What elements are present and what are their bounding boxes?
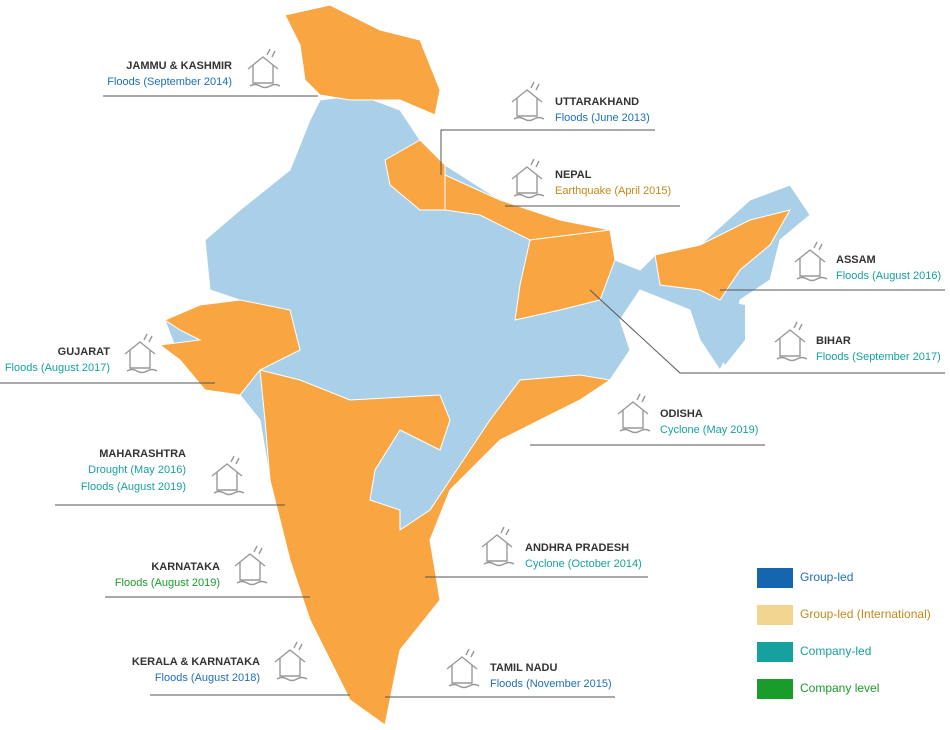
callout: TAMIL NADU Floods (November 2015) xyxy=(385,648,615,698)
disaster-icon xyxy=(234,545,268,586)
legend-label: Group-led xyxy=(800,570,853,584)
disaster-icon xyxy=(481,526,515,567)
event-label: Floods (August 2019) xyxy=(81,481,186,493)
event-label: Floods (August 2017) xyxy=(5,362,110,374)
event-label: Drought (May 2016) xyxy=(88,464,186,476)
region-name: ASSAM xyxy=(836,254,876,266)
leader-line xyxy=(589,289,945,374)
disaster-icon xyxy=(511,81,545,122)
callout: JAMMU & KASHMIR Floods (September 2014) xyxy=(103,48,318,97)
legend-label: Company-led xyxy=(800,644,871,658)
legend-swatch xyxy=(757,568,793,588)
region-name: GUJARAT xyxy=(58,346,111,358)
callout: ASSAM Floods (August 2016) xyxy=(720,241,945,291)
callout: ANDHRA PRADESH Cyclone (October 2014) xyxy=(425,526,648,578)
event-label: Earthquake (April 2015) xyxy=(555,185,671,197)
event-label: Floods (August 2018) xyxy=(155,672,260,684)
region-name: NEPAL xyxy=(555,169,592,181)
disaster-icon xyxy=(274,641,308,682)
callout: MAHARASHTRA Drought (May 2016) Floods (Aug… xyxy=(55,448,285,506)
event-label: Cyclone (May 2019) xyxy=(660,424,758,436)
disaster-icon xyxy=(794,241,828,282)
legend-label: Company level xyxy=(800,681,879,695)
callout: UTTARAKHAND Floods (June 2013) xyxy=(440,81,655,175)
disaster-icon xyxy=(774,321,808,362)
event-label: Floods (June 2013) xyxy=(555,112,650,124)
event-label: Floods (November 2015) xyxy=(490,678,612,690)
disaster-icon xyxy=(446,648,480,689)
legend-swatch xyxy=(757,679,793,699)
legend-label: Group-led (International) xyxy=(800,607,931,621)
disaster-icon xyxy=(511,158,545,199)
event-label: Floods (September 2014) xyxy=(107,76,232,88)
event-label: Floods (August 2019) xyxy=(115,577,220,589)
region-name: BIHAR xyxy=(816,335,851,347)
leader-line xyxy=(440,129,655,175)
region-name: MAHARASHTRA xyxy=(99,448,186,460)
region-name: KERALA & KARNATAKA xyxy=(132,656,260,668)
callout: GUJARAT Floods (August 2017) xyxy=(0,333,215,384)
india-map xyxy=(158,4,811,726)
region-name: ODISHA xyxy=(660,408,703,420)
region-name: ANDHRA PRADESH xyxy=(525,542,629,554)
callout: NEPAL Earthquake (April 2015) xyxy=(505,158,680,207)
legend: Group-led Group-led (International) Compan… xyxy=(757,568,931,699)
callout: KERALA & KARNATAKA Floods (August 2018) xyxy=(132,641,350,696)
callout: BIHAR Floods (September 2017) xyxy=(589,289,945,374)
callout: ODISHA Cyclone (May 2019) xyxy=(530,393,765,446)
event-label: Floods (September 2017) xyxy=(816,351,941,363)
legend-swatch xyxy=(757,642,793,662)
callouts: JAMMU & KASHMIR Floods (September 2014) UT… xyxy=(0,48,945,698)
disaster-icon xyxy=(211,455,245,496)
callout: KARNATAKA Floods (August 2019) xyxy=(105,545,310,598)
disaster-icon xyxy=(617,393,651,434)
region-name: TAMIL NADU xyxy=(490,662,557,674)
event-label: Floods (August 2016) xyxy=(836,270,941,282)
disaster-icon xyxy=(124,333,158,374)
legend-swatch xyxy=(757,605,793,625)
event-label: Cyclone (October 2014) xyxy=(525,558,642,570)
region-name: UTTARAKHAND xyxy=(555,96,639,108)
region-name: KARNATAKA xyxy=(151,561,220,573)
disaster-icon xyxy=(247,48,281,89)
region-name: JAMMU & KASHMIR xyxy=(126,60,232,72)
